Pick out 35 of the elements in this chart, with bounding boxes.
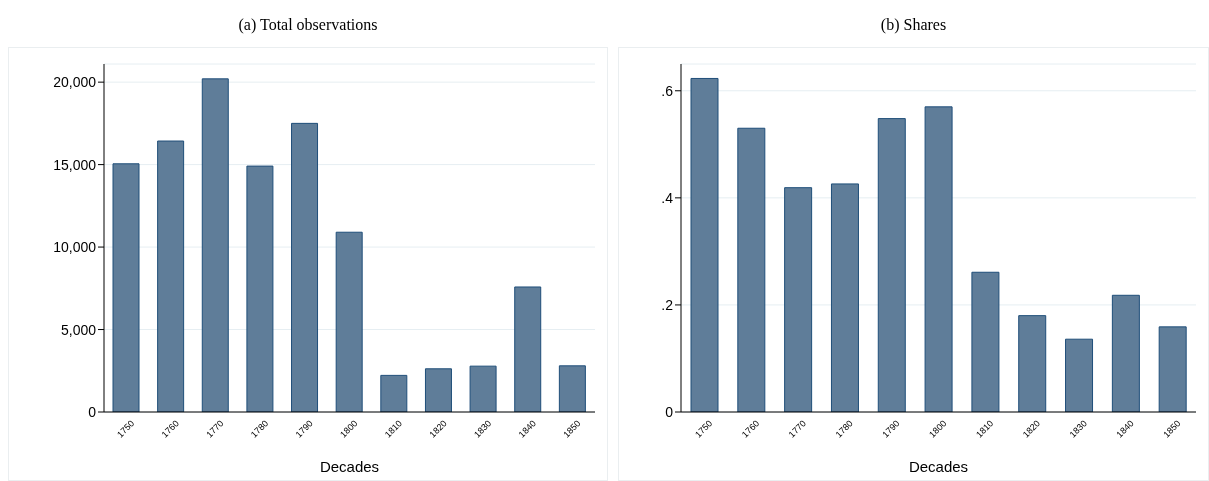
y-tick-label: 0 (88, 403, 97, 420)
bar (924, 106, 953, 412)
bar (514, 286, 542, 412)
chart-title: (b) Shares (879, 15, 948, 36)
y-tick-label: 10,000 (53, 239, 97, 256)
x-axis-title: Decades (908, 458, 969, 475)
bar (1158, 326, 1187, 412)
y-tick-label: .4 (661, 189, 674, 206)
y-tick-label: 20,000 (53, 74, 97, 91)
bar (469, 365, 497, 412)
bar (246, 165, 274, 412)
bar (558, 365, 586, 412)
chart-title: (a) Total observations (237, 15, 379, 36)
bar (1111, 294, 1140, 412)
y-tick-label: .6 (661, 82, 674, 99)
bar (291, 122, 319, 412)
bar (737, 127, 766, 412)
bar (380, 374, 408, 412)
bar (201, 78, 229, 412)
bar (424, 368, 452, 412)
x-axis-title: Decades (319, 458, 380, 475)
bar (1018, 315, 1047, 412)
bar (690, 77, 719, 412)
y-tick-label: 15,000 (53, 156, 97, 173)
y-tick-label: 0 (665, 403, 674, 420)
bar (1065, 338, 1094, 412)
bar (335, 231, 363, 412)
bar (112, 163, 140, 412)
bar (877, 118, 906, 412)
bar (784, 187, 813, 412)
bar (971, 271, 1000, 412)
bar (830, 183, 859, 412)
y-tick-label: 5,000 (60, 321, 97, 338)
bar (157, 140, 185, 412)
y-tick-label: .2 (661, 296, 674, 313)
